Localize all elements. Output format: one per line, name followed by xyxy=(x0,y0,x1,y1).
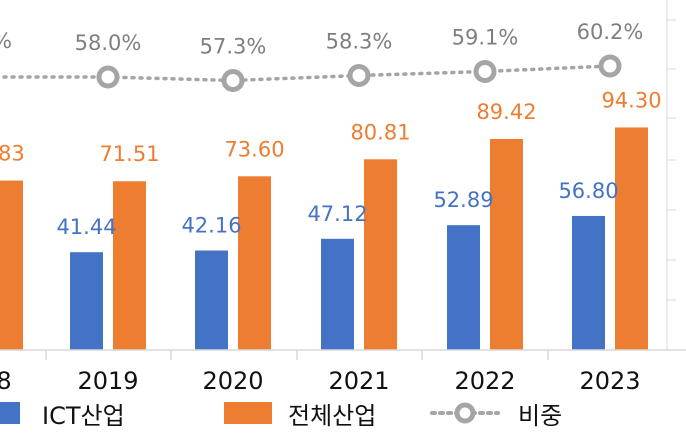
data-label-total: 89.42 xyxy=(476,100,536,124)
data-label-ratio: 60.2% xyxy=(577,20,644,44)
data-label-ratio: 59.1% xyxy=(452,26,519,50)
legend-item-total: 전체산업 xyxy=(224,393,376,433)
ratio-point xyxy=(347,64,371,87)
bar-ict xyxy=(70,252,103,350)
ratio-point xyxy=(96,65,120,89)
bar-ict xyxy=(195,250,228,350)
legend-label-ict: ICT산업 xyxy=(42,401,125,430)
legend-label-ratio: 비중 xyxy=(518,401,563,430)
legend-item-ratio: 비중 xyxy=(430,393,562,433)
bar-ict xyxy=(321,238,354,350)
data-label-total: 73.60 xyxy=(224,137,284,161)
data-label-ict: 42.16 xyxy=(181,214,241,238)
bar-total xyxy=(0,180,23,350)
legend-item-ict: ICT산업 xyxy=(0,393,125,433)
bar-ict xyxy=(572,215,605,350)
category-label: 2022 xyxy=(454,367,515,395)
data-label-ratio: % xyxy=(0,29,12,53)
data-label-ict: 56.80 xyxy=(558,179,618,203)
data-label-ict: 47.12 xyxy=(307,202,367,226)
category-label: 2019 xyxy=(77,367,138,395)
category-label: 2020 xyxy=(202,367,263,395)
category-label: 2023 xyxy=(579,367,640,395)
bar-total xyxy=(490,138,523,350)
ratio-point xyxy=(473,60,497,83)
data-label-ict: 52.89 xyxy=(433,188,493,212)
legend-swatch-ict xyxy=(0,402,20,424)
data-label-ratio: 57.3% xyxy=(200,35,267,59)
data-label-ict: 41.44 xyxy=(56,215,116,239)
bar-ict xyxy=(447,225,480,350)
category-label: 8 xyxy=(0,367,12,395)
data-label-total: .83 xyxy=(0,142,25,166)
data-labels: .83 41.44 71.51 42.16 73.60 47.12 80.81 52.89 89… xyxy=(0,20,662,239)
bar-total xyxy=(238,176,271,350)
legend-swatch-ratio xyxy=(430,402,500,424)
legend-swatch-total xyxy=(224,402,272,424)
ratio-point xyxy=(221,69,245,92)
category-label: 2021 xyxy=(328,367,389,395)
bar-total xyxy=(364,159,397,350)
legend: ICT산업 전체산업 비중 xyxy=(0,393,686,433)
bars xyxy=(0,127,648,351)
data-label-total: 94.30 xyxy=(601,88,661,112)
data-label-ratio: 58.0% xyxy=(75,31,142,55)
bar-total xyxy=(615,127,648,351)
ratio-line xyxy=(0,64,612,83)
legend-label-total: 전체산업 xyxy=(288,401,377,430)
data-label-ratio: 58.3% xyxy=(326,30,393,54)
x-axis: 8 2019 2020 2021 2022 2023 xyxy=(0,349,686,395)
data-label-total: 80.81 xyxy=(350,120,410,144)
bar-total xyxy=(113,181,146,350)
ratio-point xyxy=(598,54,622,78)
gridlines xyxy=(666,0,676,350)
ratio-line-layer xyxy=(0,54,622,92)
data-label-total: 71.51 xyxy=(99,142,159,166)
